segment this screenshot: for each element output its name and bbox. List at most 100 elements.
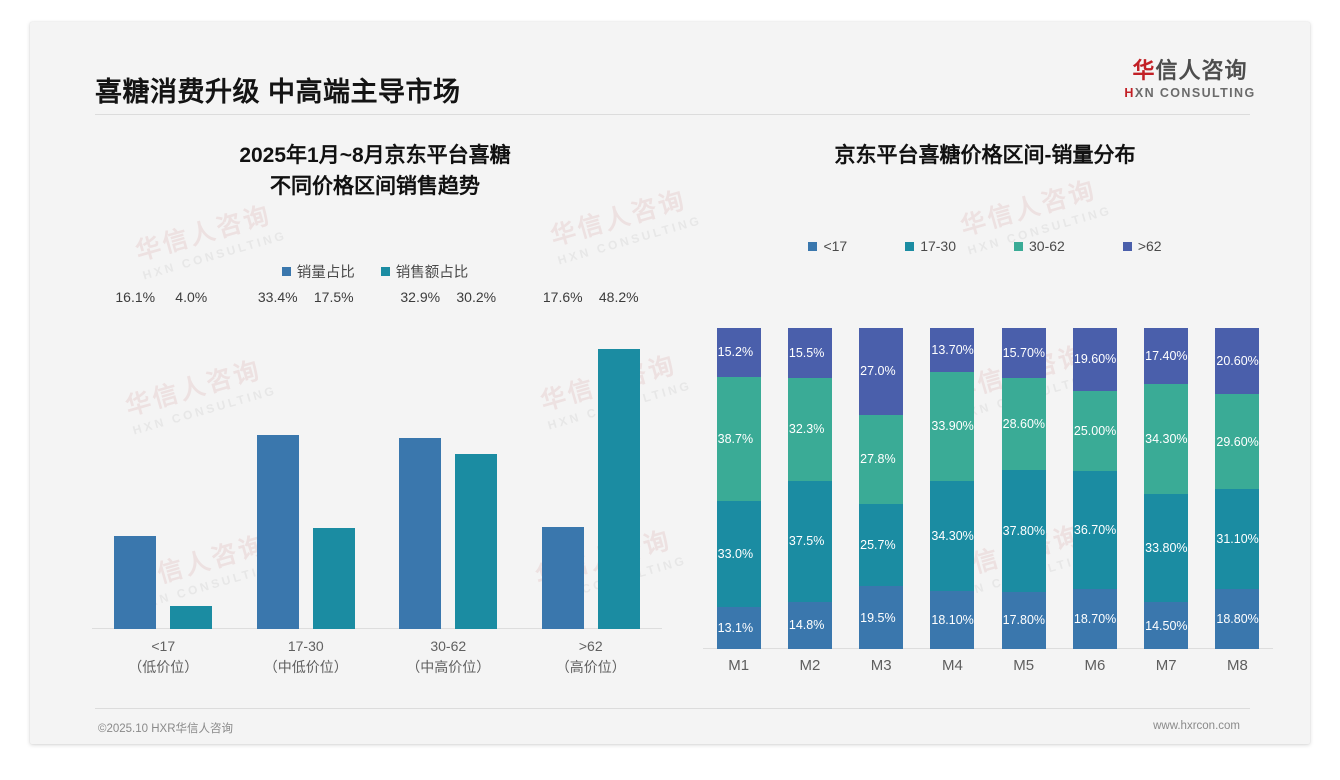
bar-value-label: 48.2% <box>598 289 639 305</box>
stack-segment[interactable]: 18.70% <box>1072 588 1117 649</box>
stack-segment[interactable]: 20.60% <box>1215 328 1260 395</box>
stack-segment[interactable]: 34.30% <box>1144 383 1189 494</box>
bar-column[interactable]: 33.4% <box>256 289 299 629</box>
bar-rect[interactable] <box>114 535 157 629</box>
slide-canvas: 华信人咨询 HXN CONSULTING 华信人咨询 HXN CONSULTIN… <box>30 22 1310 744</box>
bar-column[interactable]: 32.9% <box>399 289 442 629</box>
stack-segment-label: 15.70% <box>1002 346 1046 361</box>
legend-item-volume-share[interactable]: 销量占比 <box>281 261 355 282</box>
stack-segment-label: 36.70% <box>1073 523 1117 538</box>
stack-segment[interactable]: 37.80% <box>1001 470 1046 592</box>
bar-group: 32.9% 30.2% <box>377 289 520 629</box>
stacked-bar-column[interactable]: 15.70% 28.60% 37.80% 17.80% <box>1001 328 1046 649</box>
category-label-tier: （中低价位） <box>263 659 348 675</box>
stack-segment[interactable]: 37.5% <box>787 481 832 602</box>
stack-segment[interactable]: 14.50% <box>1144 602 1189 649</box>
stack-group: 15.2% 38.7% 33.0% 13.1% <box>703 328 774 649</box>
bar-rect[interactable] <box>455 453 498 629</box>
stack-segment[interactable]: 33.90% <box>930 371 975 481</box>
legend-item-band-30-62[interactable]: 30-62 <box>1014 238 1065 254</box>
stack-segment-label: 14.50% <box>1145 618 1188 633</box>
chart-title-right: 京东平台喜糖价格区间-销量分布 <box>834 144 1136 167</box>
stack-segment[interactable]: 13.70% <box>930 328 975 372</box>
bar-rect[interactable] <box>312 527 355 629</box>
month-label: M2 <box>799 657 821 674</box>
stack-segment[interactable]: 33.0% <box>716 501 761 607</box>
stack-segment-label: 18.10% <box>931 612 974 627</box>
stack-segment-label: 38.7% <box>717 431 754 446</box>
category-label-range: <17 <box>151 638 176 654</box>
chart-title-left-line1: 2025年1月~8月京东平台喜糖 <box>239 144 511 167</box>
bar-rect[interactable] <box>597 349 640 629</box>
bar-value-label: 32.9% <box>400 289 441 305</box>
stack-segment[interactable]: 18.80% <box>1215 588 1260 649</box>
bar-rect[interactable] <box>399 438 442 629</box>
stack-segment[interactable]: 15.2% <box>716 328 761 377</box>
stack-segment[interactable]: 18.10% <box>930 590 975 649</box>
legend-item-band-<17[interactable]: <17 <box>808 238 847 254</box>
stack-segment[interactable]: 15.70% <box>1001 328 1046 379</box>
stacked-bar-column[interactable]: 27.0% 27.8% 25.7% 19.5% <box>859 328 904 649</box>
stack-segment[interactable]: 25.7% <box>859 503 904 587</box>
bar-column[interactable]: 17.5% <box>312 289 355 629</box>
legend-swatch-band-<17 <box>808 241 818 251</box>
logo-cn-rest: 信人咨询 <box>1155 58 1248 83</box>
stack-segment[interactable]: 13.1% <box>716 606 761 649</box>
month-label: M8 <box>1226 657 1248 674</box>
stack-group: 13.70% 33.90% 34.30% 18.10% <box>917 328 988 649</box>
stack-segment[interactable]: 36.70% <box>1072 471 1117 589</box>
stack-group: 20.60% 29.60% 31.10% 18.80% <box>1202 328 1273 649</box>
stack-segment[interactable]: 17.40% <box>1144 328 1189 384</box>
stacked-bar-column[interactable]: 13.70% 33.90% 34.30% 18.10% <box>930 328 975 649</box>
stack-segment[interactable]: 29.60% <box>1215 394 1260 489</box>
logo-en-first-char: H <box>1124 86 1135 100</box>
charts-area: 2025年1月~8月京东平台喜糖 不同价格区间销售趋势 销量占比 销售额占比 1… <box>30 115 1310 708</box>
bar-column[interactable]: 48.2% <box>597 289 640 629</box>
stack-group: 15.5% 32.3% 37.5% 14.8% <box>774 328 845 649</box>
stacked-bar-column[interactable]: 17.40% 34.30% 33.80% 14.50% <box>1144 328 1189 649</box>
stack-segment[interactable]: 15.5% <box>787 328 832 378</box>
footer-divider <box>95 708 1250 709</box>
stack-segment-label: 27.8% <box>860 452 896 467</box>
chart-price-band-volume-distribution: 京东平台喜糖价格区间-销量分布 <17 17-30 30-62 >62 15.2% 38… <box>685 115 1285 708</box>
bar-column[interactable]: 17.6% <box>541 289 584 629</box>
stack-segment[interactable]: 25.00% <box>1072 390 1117 472</box>
bar-rect[interactable] <box>170 605 213 629</box>
stack-segment-label: 14.8% <box>788 618 825 633</box>
stack-segment[interactable]: 19.60% <box>1072 328 1117 391</box>
stacked-bar-column[interactable]: 19.60% 25.00% 36.70% 18.70% <box>1072 328 1117 649</box>
legend-item-sales-share[interactable]: 销售额占比 <box>380 261 469 282</box>
stack-segment[interactable]: 28.60% <box>1001 378 1046 471</box>
category-label: 17-30 （中低价位） <box>235 629 378 685</box>
stack-segment[interactable]: 27.0% <box>859 328 904 415</box>
stack-segment[interactable]: 27.8% <box>859 414 904 504</box>
stack-segment[interactable]: 38.7% <box>716 376 761 501</box>
bar-column[interactable]: 16.1% <box>114 289 157 629</box>
stacked-bar-column[interactable]: 15.5% 32.3% 37.5% 14.8% <box>787 328 832 649</box>
legend-label-sales-share: 销售额占比 <box>395 265 469 281</box>
stacked-bar-column[interactable]: 20.60% 29.60% 31.10% 18.80% <box>1215 328 1260 649</box>
bar-rect[interactable] <box>541 526 584 629</box>
bar-column[interactable]: 4.0% <box>170 289 213 629</box>
stack-segment-label: 31.10% <box>1216 531 1259 546</box>
stack-segment[interactable]: 32.3% <box>787 377 832 482</box>
month-label: M4 <box>941 657 963 674</box>
stack-segment[interactable]: 19.5% <box>859 586 904 649</box>
stack-segment-label: 33.90% <box>931 419 974 434</box>
stack-segment[interactable]: 31.10% <box>1215 488 1260 589</box>
legend-item-band->62[interactable]: >62 <box>1122 238 1162 254</box>
stack-group: 27.0% 27.8% 25.7% 19.5% <box>846 328 917 649</box>
bar-column[interactable]: 30.2% <box>455 289 498 629</box>
stack-segment[interactable]: 34.30% <box>930 480 975 591</box>
footer-website[interactable]: www.hxrcon.com <box>1153 720 1240 732</box>
bar-value-label: 4.0% <box>175 289 208 305</box>
stack-segment[interactable]: 14.8% <box>787 601 832 649</box>
stacked-bar-column[interactable]: 15.2% 38.7% 33.0% 13.1% <box>716 328 761 649</box>
legend-item-band-17-30[interactable]: 17-30 <box>905 238 956 254</box>
stack-segment[interactable]: 33.80% <box>1144 493 1189 603</box>
brand-logo: 华信人咨询 HXN CONSULTING <box>1110 58 1270 100</box>
stack-segment-label: 13.70% <box>931 342 974 357</box>
stack-segment-label: 25.00% <box>1073 424 1117 439</box>
bar-rect[interactable] <box>256 435 299 629</box>
stack-segment[interactable]: 17.80% <box>1001 591 1046 649</box>
